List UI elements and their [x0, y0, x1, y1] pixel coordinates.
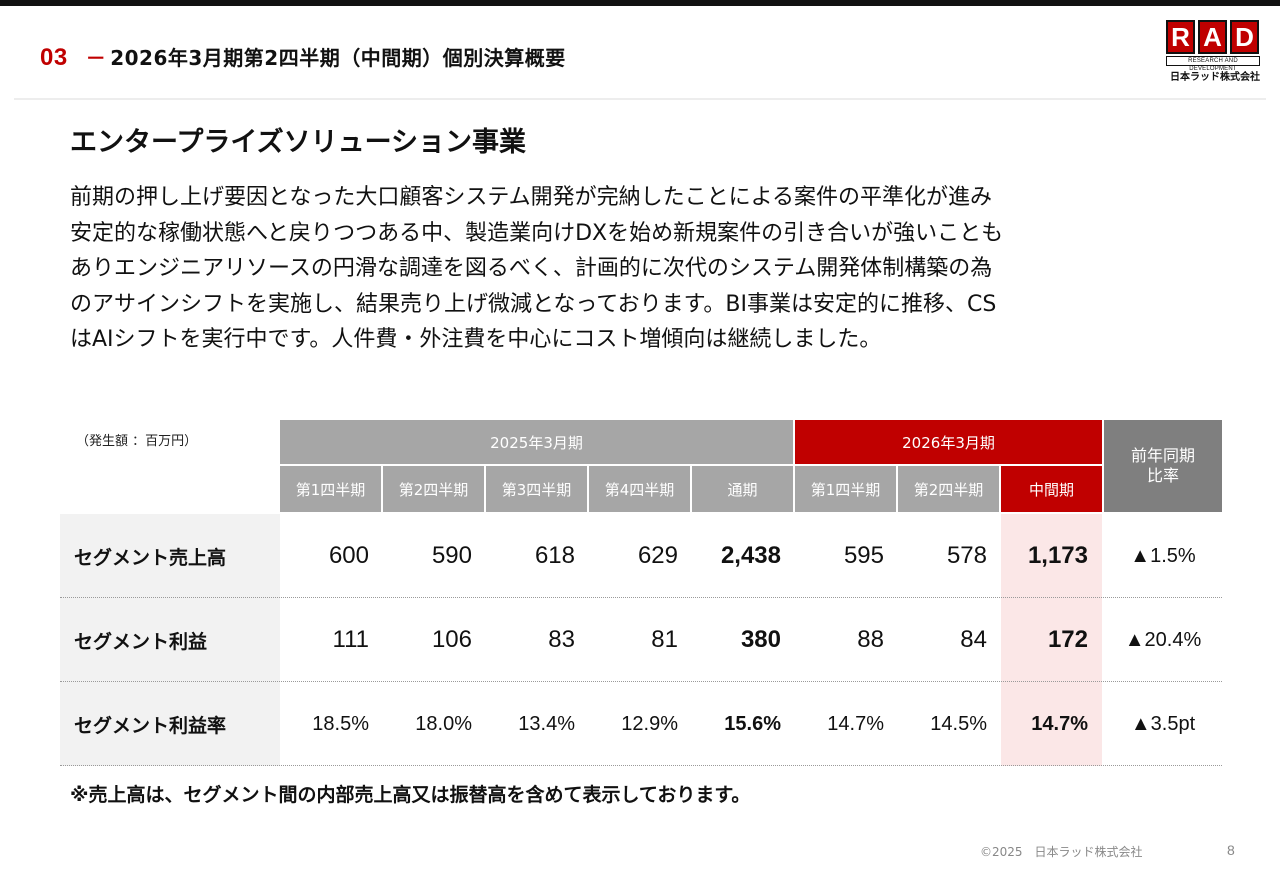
header-col-4: 第4四半期 [589, 466, 690, 512]
body-line: ありエンジニアリソースの円滑な調達を図るべく、計画的に次代のシステム開発体制構築… [70, 256, 993, 281]
header-col-1: 第1四半期 [280, 466, 381, 512]
table-cell: 13.4% [518, 712, 575, 735]
table-cell: 172 [1001, 598, 1102, 682]
company-logo: R A D RESEARCH AND DEVELOPMENT 日本ラッド株式会社 [1166, 20, 1260, 90]
logo-letter-a: A [1198, 20, 1227, 54]
body-line: のアサインシフトを実施し、結果売り上げ微減となっております。BI事業は安定的に推… [70, 291, 997, 317]
header-col-7: 第2四半期 [898, 466, 999, 512]
title-dash: － [85, 46, 107, 70]
financial-table: 2025年3月期 2026年3月期 前年同期 比率 第1四半期 第2四半期 第3四半期 第4… [60, 420, 1222, 766]
table-cell: 18.5% [312, 712, 369, 735]
table-cell: 380 [740, 626, 781, 653]
body-line: はAIシフトを実行中です。人件費・外注費を中心にコスト増傾向は継続しました。 [70, 327, 882, 352]
header-col-5: 通期 [692, 466, 793, 512]
table-cell: 81 [651, 626, 678, 653]
header-col-8: 中間期 [1001, 466, 1102, 512]
title-text: 2026年3月期第2四半期（中間期）個別決算概要 [110, 46, 566, 70]
table-cell: 15.6% [724, 712, 781, 735]
yoy-cell: ▲1.5% [1130, 544, 1196, 567]
body-paragraph: 前期の押し上げ要因となった大口顧客システム開発が完納したことによる案件の平準化が… [70, 180, 1200, 358]
table-cell: 83 [548, 626, 575, 653]
header-col-2: 第2四半期 [383, 466, 484, 512]
table-cell: 1,173 [1001, 514, 1102, 598]
row-separator [60, 597, 1222, 598]
page-number: 8 [1227, 842, 1235, 858]
yoy-cell: ▲3.5pt [1130, 712, 1196, 735]
header-yoy: 前年同期 比率 [1104, 420, 1222, 512]
header-col-6: 第1四半期 [795, 466, 896, 512]
body-line: 前期の押し上げ要因となった大口顧客システム開発が完納したことによる案件の平準化が… [70, 185, 993, 210]
top-bar [0, 0, 1280, 6]
table-cell: 12.9% [621, 712, 678, 735]
table-cell: 629 [637, 542, 678, 569]
page-title: 03 － 2026年3月期第2四半期（中間期）個別決算概要 [40, 42, 566, 72]
row-label: セグメント利益率 [60, 682, 280, 766]
table-cell: 578 [946, 542, 987, 569]
unit-label: （発生額 ：百万円） [76, 434, 198, 449]
logo-letters: R A D [1166, 20, 1260, 54]
table-cell: 84 [960, 626, 987, 653]
slide-header: 03 － 2026年3月期第2四半期（中間期）個別決算概要 [0, 6, 1280, 100]
yoy-cell: ▲20.4% [1124, 628, 1202, 651]
header-group-2025: 2025年3月期 [280, 420, 793, 464]
table-cell: 106 [431, 626, 472, 653]
logo-letter-d: D [1230, 20, 1259, 54]
header-col-3: 第3四半期 [486, 466, 587, 512]
logo-company-name: 日本ラッド株式会社 [1170, 72, 1260, 83]
header-divider [14, 98, 1266, 100]
table-cell: 595 [843, 542, 884, 569]
header-group-2026: 2026年3月期 [795, 420, 1102, 464]
row-separator [60, 765, 1222, 766]
table-cell: 14.5% [930, 712, 987, 735]
row-label: セグメント売上高 [60, 514, 280, 598]
table-cell: 18.0% [415, 712, 472, 735]
table-cell: 88 [857, 626, 884, 653]
table-cell: 618 [534, 542, 575, 569]
body-line: 安定的な稼働状態へと戻りつつある中、製造業向けDXを始め新規案件の引き合いが強い… [70, 220, 1004, 246]
logo-letter-r: R [1166, 20, 1195, 54]
section-number: 03 [40, 44, 68, 71]
copyright: ©2025 日本ラッド株式会社 [980, 845, 1143, 859]
table-cell: 600 [328, 542, 369, 569]
row-label: セグメント利益 [60, 598, 280, 682]
table-cell: 14.7% [827, 712, 884, 735]
row-separator [60, 681, 1222, 682]
table-cell: 590 [431, 542, 472, 569]
table-cell: 2,438 [720, 542, 781, 569]
table-cell: 111 [332, 626, 369, 653]
logo-subtitle: RESEARCH AND DEVELOPMENT [1166, 56, 1260, 72]
table-cell: 14.7% [1001, 682, 1102, 766]
footnote: ※売上高は、セグメント間の内部売上高又は振替高を含めて表示しております。 [70, 784, 751, 806]
section-title: エンタープライズソリューション事業 [70, 127, 527, 158]
